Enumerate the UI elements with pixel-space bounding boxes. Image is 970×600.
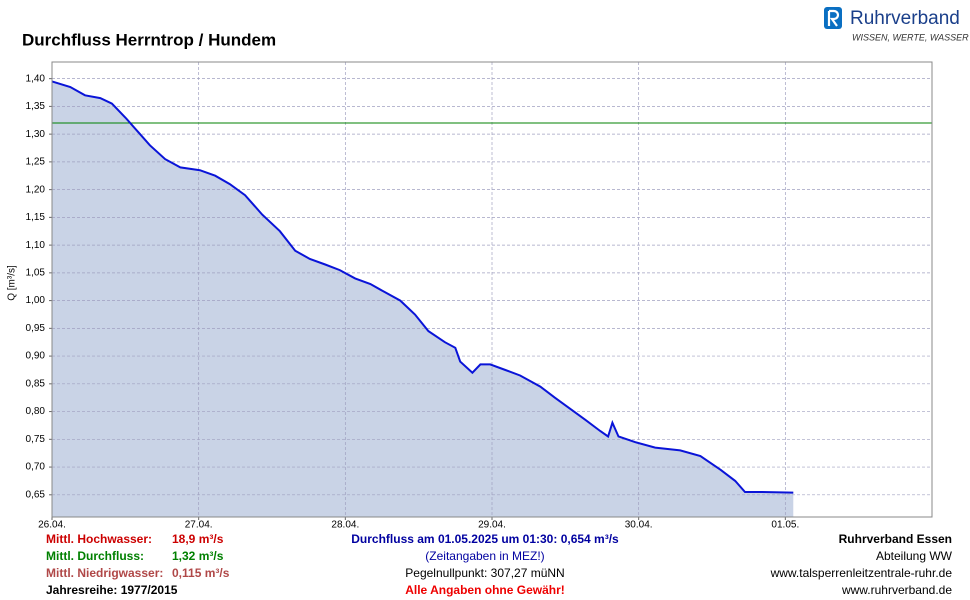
footer-info: Alle Angaben ohne Gewähr! — [405, 583, 565, 597]
footer-contact: Abteilung WW — [876, 549, 953, 563]
y-tick-label: 0,70 — [26, 462, 46, 473]
y-tick-label: 1,35 — [26, 101, 46, 112]
flow-line — [51, 80, 794, 494]
y-tick-label: 1,10 — [26, 240, 46, 251]
y-tick-label: 0,95 — [26, 323, 46, 334]
x-tick-label: 30.04. — [625, 520, 653, 531]
chart-title: Durchfluss Herrntrop / Hundem — [22, 30, 276, 49]
footer-label: Mittl. Niedrigwasser: — [46, 566, 163, 580]
footer-contact: Ruhrverband Essen — [839, 532, 952, 546]
plot-border — [51, 61, 933, 518]
footer-value: 1,32 m³/s — [172, 549, 224, 563]
logo-slogan: WISSEN, WERTE, WASSER — [852, 32, 969, 42]
footer-value: 18,9 m³/s — [172, 532, 224, 546]
y-tick-label: 1,20 — [26, 184, 46, 195]
y-tick-label: 1,15 — [26, 212, 46, 223]
logo-name: Ruhrverband — [850, 8, 960, 29]
y-tick-label: 1,00 — [26, 295, 46, 306]
x-tick-label: 01.05. — [771, 520, 799, 531]
logo-mark — [827, 9, 840, 27]
y-tick-label: 1,30 — [26, 129, 46, 140]
footer-label: Mittl. Hochwasser: — [46, 532, 152, 546]
logo: Ruhrverband WISSEN, WERTE, WASSER — [824, 7, 969, 42]
x-tick-label: 28.04. — [331, 520, 359, 531]
footer-label: Jahresreihe: 1977/2015 — [46, 583, 178, 597]
y-tick-label: 1,25 — [26, 157, 46, 168]
footer-info: Pegelnullpunkt: 307,27 müNN — [405, 566, 564, 580]
footer-info: Durchfluss am 01.05.2025 um 01:30: 0,654… — [351, 532, 619, 546]
y-tick-label: 0,65 — [26, 489, 46, 500]
footer-contact: www.ruhrverband.de — [841, 583, 952, 597]
y-tick-label: 0,75 — [26, 434, 46, 445]
y-tick-label: 1,05 — [26, 267, 46, 278]
x-tick-label: 26.04. — [38, 520, 66, 531]
y-tick-label: 0,85 — [26, 378, 46, 389]
x-tick-label: 29.04. — [478, 520, 506, 531]
footer-contact: www.talsperrenleitzentrale-ruhr.de — [770, 566, 953, 580]
footer-label: Mittl. Durchfluss: — [46, 549, 144, 563]
footer-value: 0,115 m³/s — [172, 566, 230, 580]
y-tick-label: 0,90 — [26, 351, 46, 362]
footer-info: (Zeitangaben in MEZ!) — [425, 549, 544, 563]
y-axis-label: Q [m³/s] — [7, 265, 18, 301]
y-tick-label: 1,40 — [26, 73, 46, 84]
x-tick-label: 27.04. — [185, 520, 213, 531]
y-tick-label: 0,80 — [26, 406, 46, 417]
